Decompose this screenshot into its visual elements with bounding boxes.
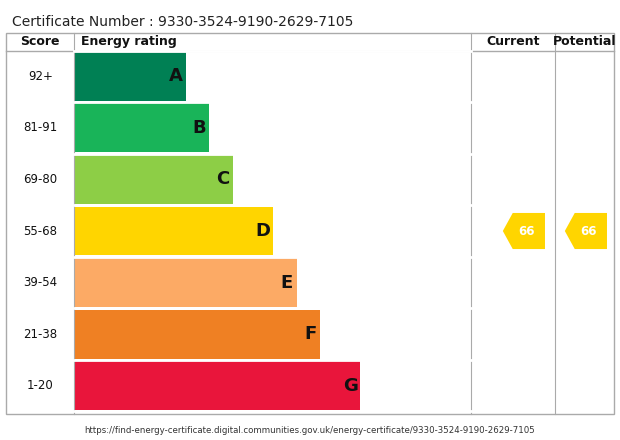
- Text: D: D: [255, 222, 270, 240]
- Bar: [74, 361, 360, 410]
- Bar: [74, 155, 233, 204]
- Bar: [74, 52, 185, 101]
- Text: 39-54: 39-54: [23, 276, 58, 289]
- Bar: [6, 33, 614, 414]
- Text: Potential: Potential: [552, 35, 616, 48]
- Text: E: E: [281, 274, 293, 292]
- Text: 21-38: 21-38: [23, 328, 58, 341]
- Text: 69-80: 69-80: [23, 173, 58, 186]
- Text: 66: 66: [580, 224, 596, 238]
- Text: Current: Current: [486, 35, 540, 48]
- Polygon shape: [565, 213, 607, 249]
- Bar: [74, 103, 210, 152]
- Text: Certificate Number : 9330-3524-9190-2629-7105: Certificate Number : 9330-3524-9190-2629…: [12, 15, 354, 29]
- Text: 1-20: 1-20: [27, 379, 54, 392]
- Bar: [74, 258, 296, 307]
- Bar: [74, 310, 321, 359]
- Text: G: G: [343, 377, 358, 395]
- Text: B: B: [193, 119, 206, 137]
- Text: C: C: [216, 170, 230, 188]
- Text: A: A: [169, 67, 182, 85]
- Text: 55-68: 55-68: [24, 224, 57, 238]
- Polygon shape: [503, 213, 545, 249]
- Text: https://find-energy-certificate.digital.communities.gov.uk/energy-certificate/93: https://find-energy-certificate.digital.…: [84, 426, 536, 435]
- Text: 66: 66: [518, 224, 534, 238]
- Text: 81-91: 81-91: [23, 121, 58, 134]
- Bar: [74, 206, 273, 256]
- Text: F: F: [304, 325, 317, 343]
- Text: 92+: 92+: [28, 70, 53, 83]
- Text: Score: Score: [20, 35, 60, 48]
- Text: Energy rating: Energy rating: [81, 35, 176, 48]
